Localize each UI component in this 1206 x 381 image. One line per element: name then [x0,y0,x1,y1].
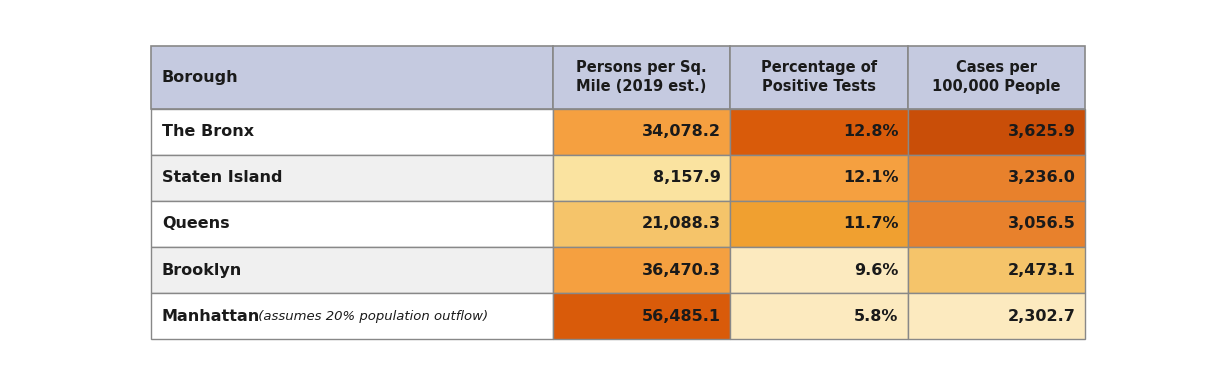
Text: Manhattan: Manhattan [162,309,260,323]
Text: 2,302.7: 2,302.7 [1008,309,1076,323]
Text: Cases per
100,000 People: Cases per 100,000 People [932,60,1061,94]
Text: 12.1%: 12.1% [843,170,898,186]
Bar [731,46,908,109]
Bar [908,247,1085,293]
Text: Queens: Queens [162,216,229,231]
Text: 56,485.1: 56,485.1 [642,309,721,323]
Text: Persons per Sq.
Mile (2019 est.): Persons per Sq. Mile (2019 est.) [576,60,707,94]
Bar [731,201,908,247]
Bar [731,293,908,339]
Text: 3,236.0: 3,236.0 [1008,170,1076,186]
Bar [731,155,908,201]
Bar [908,109,1085,155]
Bar [552,109,730,155]
Bar [552,247,730,293]
Bar [731,109,908,155]
Text: 12.8%: 12.8% [843,124,898,139]
Bar [731,247,908,293]
Text: 3,625.9: 3,625.9 [1008,124,1076,139]
Bar [151,293,552,339]
Bar [552,293,730,339]
Text: Borough: Borough [162,70,239,85]
Text: 5.8%: 5.8% [854,309,898,323]
Bar [908,201,1085,247]
Bar [908,155,1085,201]
Text: 3,056.5: 3,056.5 [1008,216,1076,231]
Text: Percentage of
Positive Tests: Percentage of Positive Tests [761,60,877,94]
Text: Staten Island: Staten Island [162,170,282,186]
Text: 21,088.3: 21,088.3 [642,216,721,231]
Bar [151,201,552,247]
Bar [151,46,552,109]
Text: 9.6%: 9.6% [854,263,898,277]
Bar [151,155,552,201]
Text: The Bronx: The Bronx [162,124,254,139]
Bar [552,155,730,201]
Text: 34,078.2: 34,078.2 [642,124,721,139]
Text: 2,473.1: 2,473.1 [1008,263,1076,277]
Text: 8,157.9: 8,157.9 [652,170,721,186]
Bar [552,46,730,109]
Bar [151,109,552,155]
Text: Brooklyn: Brooklyn [162,263,242,277]
Text: 36,470.3: 36,470.3 [642,263,721,277]
Bar [908,46,1085,109]
Bar [552,201,730,247]
Text: (assumes 20% population outflow): (assumes 20% population outflow) [253,309,487,323]
Text: 11.7%: 11.7% [843,216,898,231]
Bar [151,247,552,293]
Bar [908,293,1085,339]
